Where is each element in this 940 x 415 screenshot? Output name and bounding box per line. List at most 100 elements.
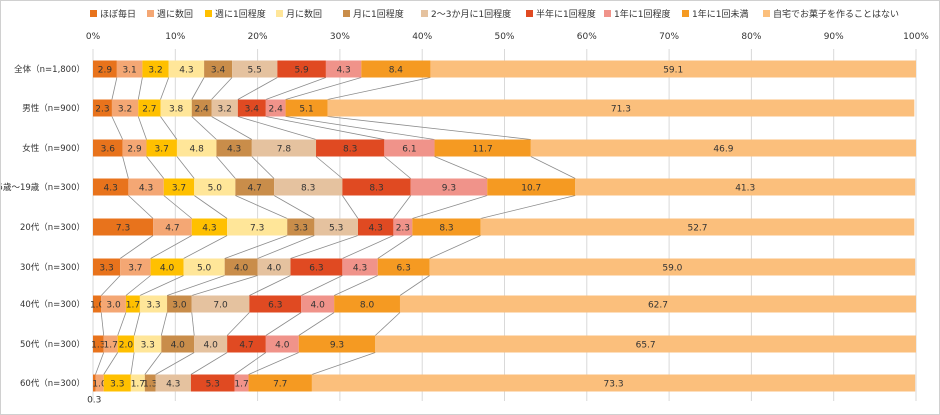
bar-segment [146, 139, 177, 157]
bar-segment [377, 258, 430, 276]
series-connector-line [111, 77, 118, 100]
legend-swatch [90, 10, 97, 17]
bar-segment [227, 335, 266, 353]
data-label: 3.6 [101, 145, 116, 155]
bar-segment [285, 99, 328, 117]
data-label: 5.1 [299, 105, 313, 115]
data-label: 4.7 [239, 341, 253, 351]
series-connector-line [342, 195, 359, 219]
bar-segment [375, 335, 916, 353]
series-connector-line [285, 116, 435, 140]
data-label: 1.7 [104, 341, 118, 351]
series-connector-line [327, 77, 431, 100]
bar-segment [480, 218, 915, 236]
bar-segment [249, 295, 302, 313]
data-label: 4.8 [190, 145, 205, 155]
series-connector-line [216, 156, 236, 179]
series-connector-line [333, 275, 378, 296]
data-label: 1.7 [234, 380, 248, 390]
series-connector-line [480, 195, 576, 219]
data-label: 5.3 [206, 380, 220, 390]
data-label: 3.7 [128, 264, 142, 274]
data-label: 6.3 [309, 264, 323, 274]
series-connector-line [125, 275, 151, 296]
bar-segment [314, 218, 359, 236]
data-label: 1.7 [131, 380, 145, 390]
data-label: 4.3 [227, 145, 241, 155]
data-label: 6.1 [402, 145, 416, 155]
bar-segment [430, 60, 916, 78]
data-label: 59.1 [663, 66, 683, 76]
x-tick-label: 50% [494, 32, 514, 42]
series-connector-line [434, 156, 488, 179]
legend-label: ほぼ毎日 [100, 8, 136, 20]
data-label: 6.3 [397, 264, 411, 274]
series-connector-line [119, 235, 154, 259]
series-connector-line [117, 312, 127, 336]
series-connector-line [211, 116, 253, 140]
series-connector-line [100, 275, 121, 296]
legend-label: 月に1回程度 [353, 8, 404, 20]
bar-segment [194, 335, 228, 353]
series-connector-line [191, 275, 258, 296]
data-label: 3.2 [118, 105, 132, 115]
bar-segment [204, 60, 233, 78]
data-label: 1.7 [126, 301, 140, 311]
data-label: 6.3 [268, 301, 282, 311]
series-connector-line [122, 156, 129, 179]
series-connector-line [211, 77, 233, 100]
data-label: 5.5 [248, 66, 262, 76]
series-connector-line [133, 312, 141, 336]
series-connector-line [393, 195, 411, 219]
category-label: 全体（n=1,800） [14, 64, 85, 75]
bar-segment [342, 258, 378, 276]
series-connector-line [257, 235, 315, 259]
bar-segment [93, 374, 96, 392]
legend-label: 月に数回 [286, 8, 322, 20]
data-label: 3.7 [172, 184, 186, 194]
data-label: 4.0 [234, 264, 249, 274]
series-connector-line [137, 77, 143, 100]
data-label: 2.0 [119, 341, 134, 351]
legend-label: 1年に1回程度 [614, 8, 670, 20]
bar-segment [125, 295, 140, 313]
category-label: 女性（n=900） [22, 143, 85, 154]
bar-segment [361, 60, 431, 78]
series-connector-line [311, 352, 376, 375]
category-label: 60代（n=300） [20, 378, 85, 389]
data-label: 3.2 [148, 66, 162, 76]
bar-segment [410, 178, 488, 196]
data-label: 4.7 [248, 184, 262, 194]
bar-segment [161, 335, 195, 353]
data-label: 4.0 [311, 301, 326, 311]
series-connector-line [155, 352, 195, 375]
bar-segment [160, 99, 192, 117]
data-label: 65.7 [636, 341, 656, 351]
series-connector-line [399, 275, 430, 296]
bar-segment [530, 139, 916, 157]
data-label: 4.3 [166, 380, 180, 390]
bar-segment [248, 374, 312, 392]
series-connector-line [128, 195, 154, 219]
data-label: 3.3 [141, 341, 155, 351]
bar-segment [384, 139, 435, 157]
data-label: 1.3 [143, 380, 157, 390]
legend-swatch [682, 10, 689, 17]
legend-swatch [343, 10, 350, 17]
category-label: 男性（n=900） [22, 103, 85, 114]
series-connector-line [160, 116, 178, 140]
bar-segment [277, 60, 326, 78]
bar-segment [194, 178, 236, 196]
data-label: 11.7 [473, 145, 493, 155]
bar-segment [234, 374, 249, 392]
legend-swatch [763, 10, 770, 17]
series-connector-line [429, 235, 481, 259]
bar-segment [257, 258, 291, 276]
bar-segment [232, 60, 278, 78]
x-tick-label: 0% [86, 32, 101, 42]
data-label: 5.9 [294, 66, 309, 76]
series-connector-line [375, 312, 401, 336]
bar-segment [134, 335, 162, 353]
series-connector-line [191, 77, 205, 100]
data-label: 4.3 [104, 184, 118, 194]
